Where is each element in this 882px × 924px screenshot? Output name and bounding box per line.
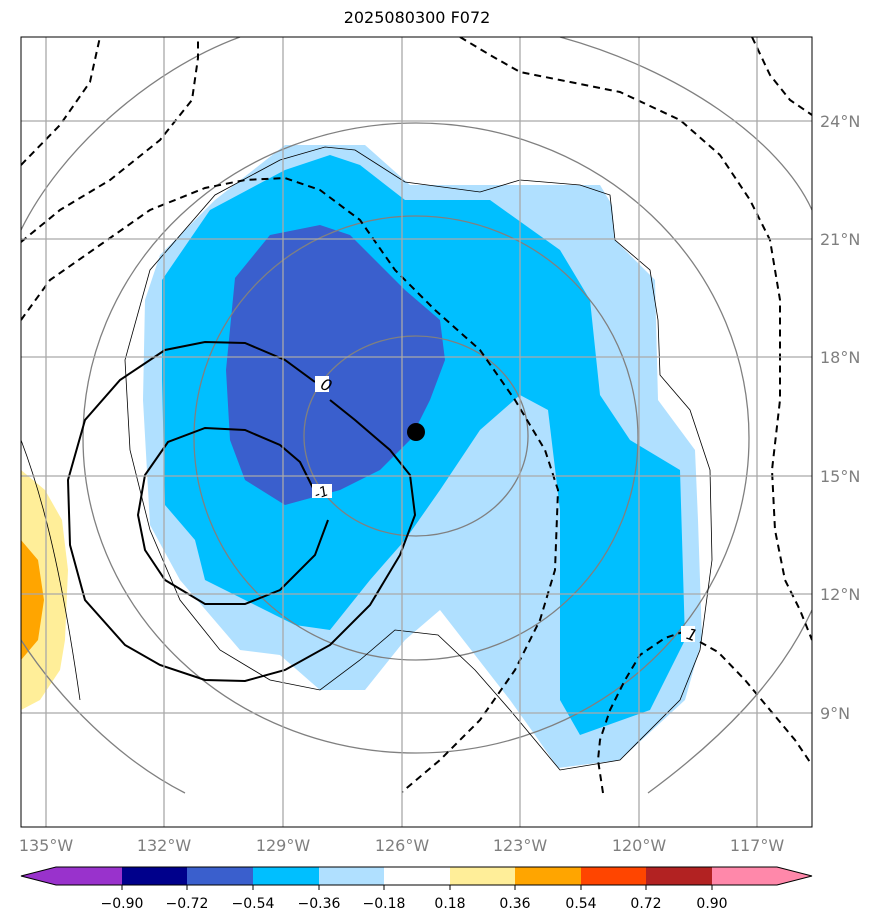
colorbar-tick-label: 0.90: [696, 896, 727, 912]
shade-royal-blue: [226, 225, 445, 505]
lon-label: 132°W: [137, 836, 192, 855]
graticule: [21, 37, 812, 827]
colorbar-extend-high: [777, 867, 812, 885]
colorbar-segment: [450, 867, 515, 885]
map-plot-area: 0 -1 1: [21, 37, 812, 827]
lon-label: 135°W: [19, 836, 74, 855]
storm-center-marker: [407, 423, 425, 441]
colorbar-segment: [712, 867, 777, 885]
latitude-labels: 24°N 21°N 18°N 15°N 12°N 9°N: [820, 112, 860, 723]
contour-label-bg-0: [315, 376, 329, 392]
thin-black-contour-west: [21, 439, 81, 701]
colorbar-segment: [319, 867, 384, 885]
colorbar-segment: [384, 867, 450, 885]
colorbar-segment: [187, 867, 253, 885]
contour-minus-one: [136, 426, 329, 605]
colorbar-tick-label: −0.90: [101, 896, 144, 912]
lat-label: 9°N: [820, 704, 850, 723]
colorbar-tick-marks: [121, 885, 713, 890]
colorbar-tick-label: −0.18: [363, 896, 406, 912]
lon-label: 126°W: [375, 836, 430, 855]
colorbar-segment: [122, 867, 187, 885]
colorbar-tick-label: −0.72: [166, 896, 209, 912]
colorbar-tick-label: −0.54: [232, 896, 275, 912]
gray-contours: [21, 37, 812, 794]
lat-label: 24°N: [820, 112, 860, 131]
colorbar-tick-label: 0.36: [499, 896, 530, 912]
colorbar-segment: [56, 867, 122, 885]
contour-zero: [66, 340, 417, 683]
shade-orange: [21, 540, 44, 660]
colorbar-outline: [20, 866, 813, 886]
lon-label: 120°W: [612, 836, 667, 855]
map-title: 2025080300 F072: [343, 8, 491, 27]
shade-light-yellow: [21, 470, 68, 710]
lat-label: 12°N: [820, 585, 860, 604]
lat-label: 15°N: [820, 467, 860, 486]
lon-label: 123°W: [493, 836, 548, 855]
colorbar-tick-label: 0.18: [434, 896, 465, 912]
solid-contours: [66, 340, 417, 683]
contour-label-bg-1: [681, 626, 695, 642]
lat-label: 21°N: [820, 230, 860, 249]
colorbar-segment: [253, 867, 319, 885]
dashed-contours: [21, 37, 812, 794]
contour-label-bg-minus1: [312, 484, 332, 498]
colorbar-segment: [515, 867, 581, 885]
colorbar-tick-label: 0.54: [565, 896, 596, 912]
longitude-labels: 135°W 132°W 129°W 126°W 123°W 120°W 117°…: [19, 836, 785, 855]
colorbar-extend-low: [21, 867, 56, 885]
lon-label: 129°W: [256, 836, 311, 855]
colorbar-segment: [581, 867, 646, 885]
colorbar-tick-label: −0.36: [298, 896, 341, 912]
colorbar-segment: [646, 867, 712, 885]
thin-black-contour: [124, 146, 713, 771]
map-frame: [20, 36, 813, 828]
contour-label-minus-one: -1: [312, 483, 331, 503]
lat-label: 18°N: [820, 348, 860, 367]
colorbar-tick-label: 0.72: [630, 896, 661, 912]
lon-label: 117°W: [730, 836, 785, 855]
colorbar: −0.90 −0.72 −0.54 −0.36 −0.18 0.18 0.36 …: [20, 866, 813, 912]
